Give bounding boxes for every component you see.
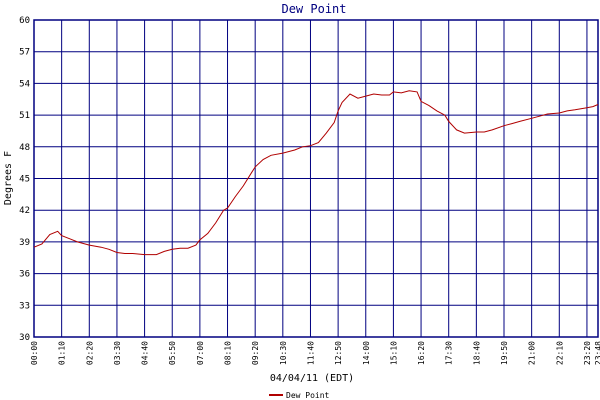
y-tick-label: 48	[19, 143, 30, 153]
x-tick-label: 16:20	[417, 341, 426, 365]
x-tick-label: 01:10	[58, 341, 67, 365]
y-axis-label: Degrees F	[3, 151, 14, 205]
x-tick-label: 14:00	[362, 341, 371, 365]
y-tick-label: 33	[19, 301, 30, 311]
chart-title: Dew Point	[281, 2, 346, 16]
y-tick-label: 54	[19, 79, 30, 89]
x-tick-label: 00:00	[30, 341, 39, 365]
legend-label-dew-point: Dew Point	[286, 391, 330, 400]
x-tick-label: 10:30	[279, 341, 288, 365]
x-tick-label: 21:00	[528, 341, 537, 365]
y-axis-ticks: 30 33 36 39 42 45 48 51 54 57 60	[19, 16, 30, 343]
x-tick-label: 22:10	[555, 341, 564, 365]
y-tick-label: 30	[19, 333, 30, 343]
x-tick-label: 19:50	[500, 341, 509, 365]
legend: Dew Point	[269, 391, 330, 400]
y-tick-label: 60	[19, 16, 30, 26]
x-axis-label: 04/04/11 (EDT)	[270, 373, 354, 384]
x-tick-label: 03:30	[113, 341, 122, 365]
y-tick-label: 36	[19, 270, 30, 280]
y-tick-label: 39	[19, 238, 30, 248]
x-tick-label: 23:48	[594, 341, 600, 365]
y-tick-label: 57	[19, 48, 30, 58]
x-tick-label: 15:10	[389, 341, 398, 365]
x-axis-ticks: 00:00 01:10 02:20 03:30 04:40 05:50 07:00 08:10…	[30, 341, 600, 365]
x-tick-label: 12:50	[334, 341, 343, 365]
x-tick-label: 04:40	[141, 341, 150, 365]
x-tick-label: 05:50	[168, 341, 177, 365]
x-tick-label: 08:10	[224, 341, 233, 365]
x-tick-label: 02:20	[85, 341, 94, 365]
x-tick-label: 07:00	[196, 341, 205, 365]
plot-frame	[33, 19, 599, 338]
x-tick-label: 17:30	[445, 341, 454, 365]
x-tick-label: 18:40	[472, 341, 481, 365]
x-tick-label: 09:20	[251, 341, 260, 365]
series-line-dew-point	[33, 90, 599, 256]
y-tick-label: 51	[19, 111, 30, 121]
y-tick-label: 45	[19, 175, 30, 185]
y-tick-label: 42	[19, 206, 30, 216]
x-tick-label: 11:40	[306, 341, 315, 365]
x-tick-label: 23:20	[583, 341, 592, 365]
